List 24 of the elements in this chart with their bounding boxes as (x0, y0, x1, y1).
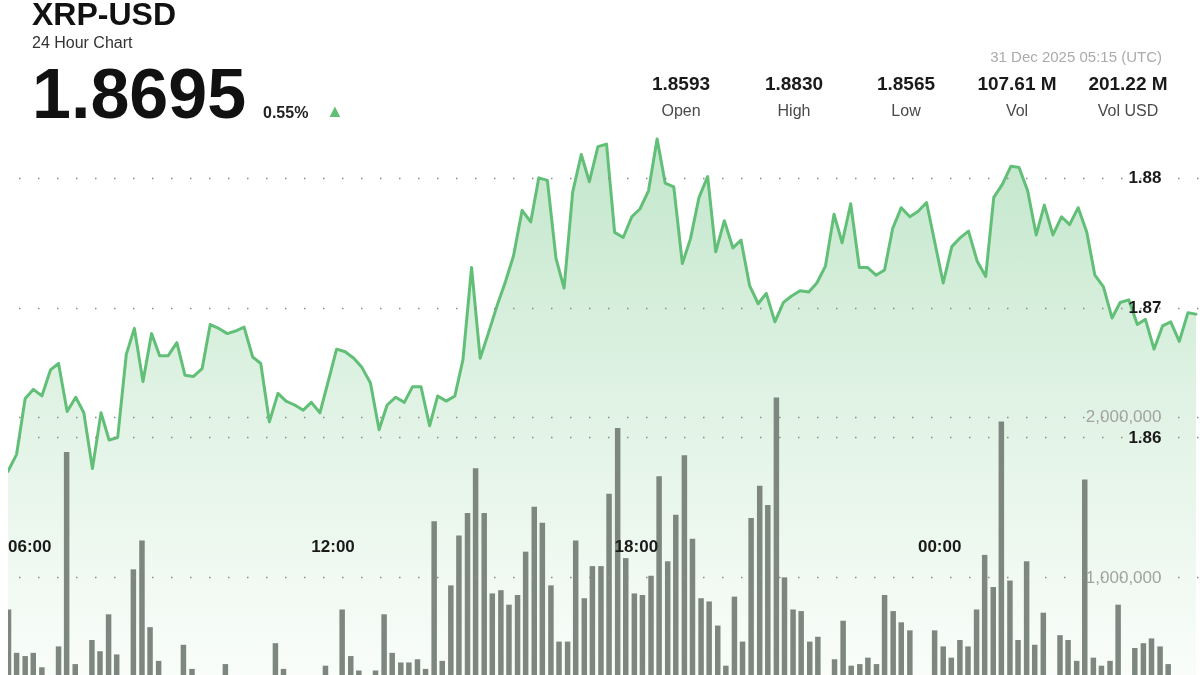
annotation: 1.8695 (32, 55, 247, 133)
annotation: Open (661, 102, 701, 119)
x-tick-label: 00:00 (917, 536, 962, 556)
x-tick-label: 06:00 (7, 536, 52, 556)
text: 24 Hour Chart (32, 34, 134, 51)
x-tick-label: 12:00 (311, 536, 355, 556)
annotation: 201.22 M (1088, 73, 1168, 94)
annotation: High (777, 102, 811, 119)
annotation: Vol USD (1097, 102, 1159, 119)
annotation: ▲ (326, 101, 344, 121)
annotation: 0.55% (263, 104, 309, 121)
annotation: 31 Dec 2025 05:15 (UTC) (990, 48, 1162, 65)
annotation: 1.8593 (651, 73, 711, 94)
x-tick-label: 18:00 (614, 536, 659, 556)
annotation: 107.61 M (977, 73, 1057, 94)
annotation: 1.8830 (764, 73, 824, 94)
chart-title: XRP-USD (32, 0, 177, 32)
y-tick-label: 1.86 (1128, 427, 1162, 447)
annotation: Low (891, 102, 922, 119)
annotation: Vol (1005, 102, 1029, 119)
y-tick-label: 1.88 (1128, 168, 1162, 188)
y2-tick-label: 2,000,000 (1085, 407, 1162, 427)
y2-tick-label: 1,000,000 (1085, 567, 1162, 587)
annotation: 1.8565 (876, 73, 936, 94)
